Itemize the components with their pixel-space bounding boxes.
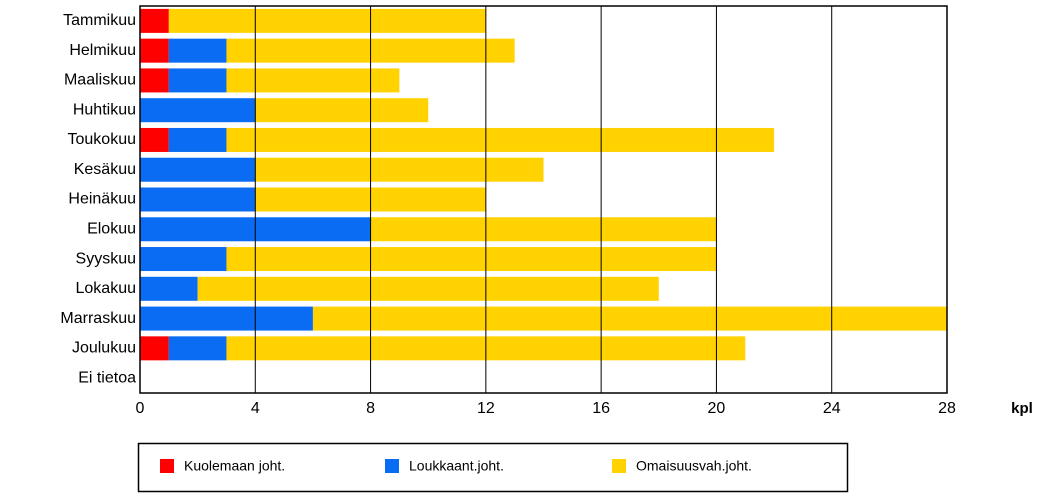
y-tick-label: Elokuu — [87, 220, 136, 237]
y-tick-label: Kesäkuu — [74, 161, 136, 178]
bar-segment — [140, 98, 256, 123]
bar-segment — [168, 8, 486, 33]
bar-segment — [140, 157, 256, 182]
legend-swatch — [612, 459, 626, 473]
y-tick-label: Lokakuu — [76, 280, 137, 297]
legend-swatch — [385, 459, 399, 473]
bar-segment — [140, 68, 169, 93]
bar-segment — [226, 127, 775, 152]
bar-segment — [140, 247, 227, 272]
legend-swatch — [160, 459, 174, 473]
y-tick-label: Huhtikuu — [73, 101, 136, 118]
y-tick-label: Syyskuu — [76, 250, 136, 267]
x-tick-label: 16 — [592, 400, 610, 417]
bar-segment — [168, 336, 227, 361]
x-tick-label: 4 — [251, 400, 260, 417]
y-tick-label: Ei tietoa — [78, 369, 136, 386]
bar-segment — [140, 276, 198, 301]
bar-segment — [140, 306, 313, 331]
legend-box — [137, 442, 849, 493]
legend-label: Omaisuusvah.joht. — [636, 458, 752, 474]
y-tick-label: Joulukuu — [72, 340, 136, 357]
x-axis-label: kpl — [1011, 400, 1033, 417]
x-tick-label: 8 — [366, 400, 375, 417]
bar-segment — [168, 68, 227, 93]
x-tick-label: 24 — [823, 400, 841, 417]
legend-label: Kuolemaan joht. — [184, 458, 285, 474]
bar-segment — [140, 38, 169, 63]
x-tick-label: 0 — [136, 400, 145, 417]
bar-segment — [226, 247, 717, 272]
bar-segment — [370, 217, 717, 242]
y-tick-label: Maaliskuu — [64, 72, 136, 89]
y-tick-label: Toukokuu — [68, 131, 137, 148]
y-tick-label: Marraskuu — [60, 310, 136, 327]
legend-label: Loukkaant.joht. — [409, 458, 504, 474]
bar-segment — [255, 98, 429, 123]
bar-segment — [226, 68, 400, 93]
bar-segment — [140, 127, 169, 152]
bar-segment — [255, 157, 544, 182]
bar-segment — [168, 127, 227, 152]
y-tick-label: Tammikuu — [63, 12, 136, 29]
y-tick-label: Heinäkuu — [68, 191, 136, 208]
bar-segment — [168, 38, 227, 63]
bar-segment — [140, 336, 169, 361]
bar-segment — [140, 8, 169, 33]
bar-segment — [312, 306, 947, 331]
plot-frame — [139, 5, 948, 394]
y-tick-label: Helmikuu — [69, 42, 136, 59]
x-tick-label: 28 — [938, 400, 956, 417]
x-tick-label: 20 — [708, 400, 726, 417]
x-tick-label: 12 — [477, 400, 495, 417]
bar-segment — [197, 276, 659, 301]
bar-segment — [140, 187, 256, 212]
